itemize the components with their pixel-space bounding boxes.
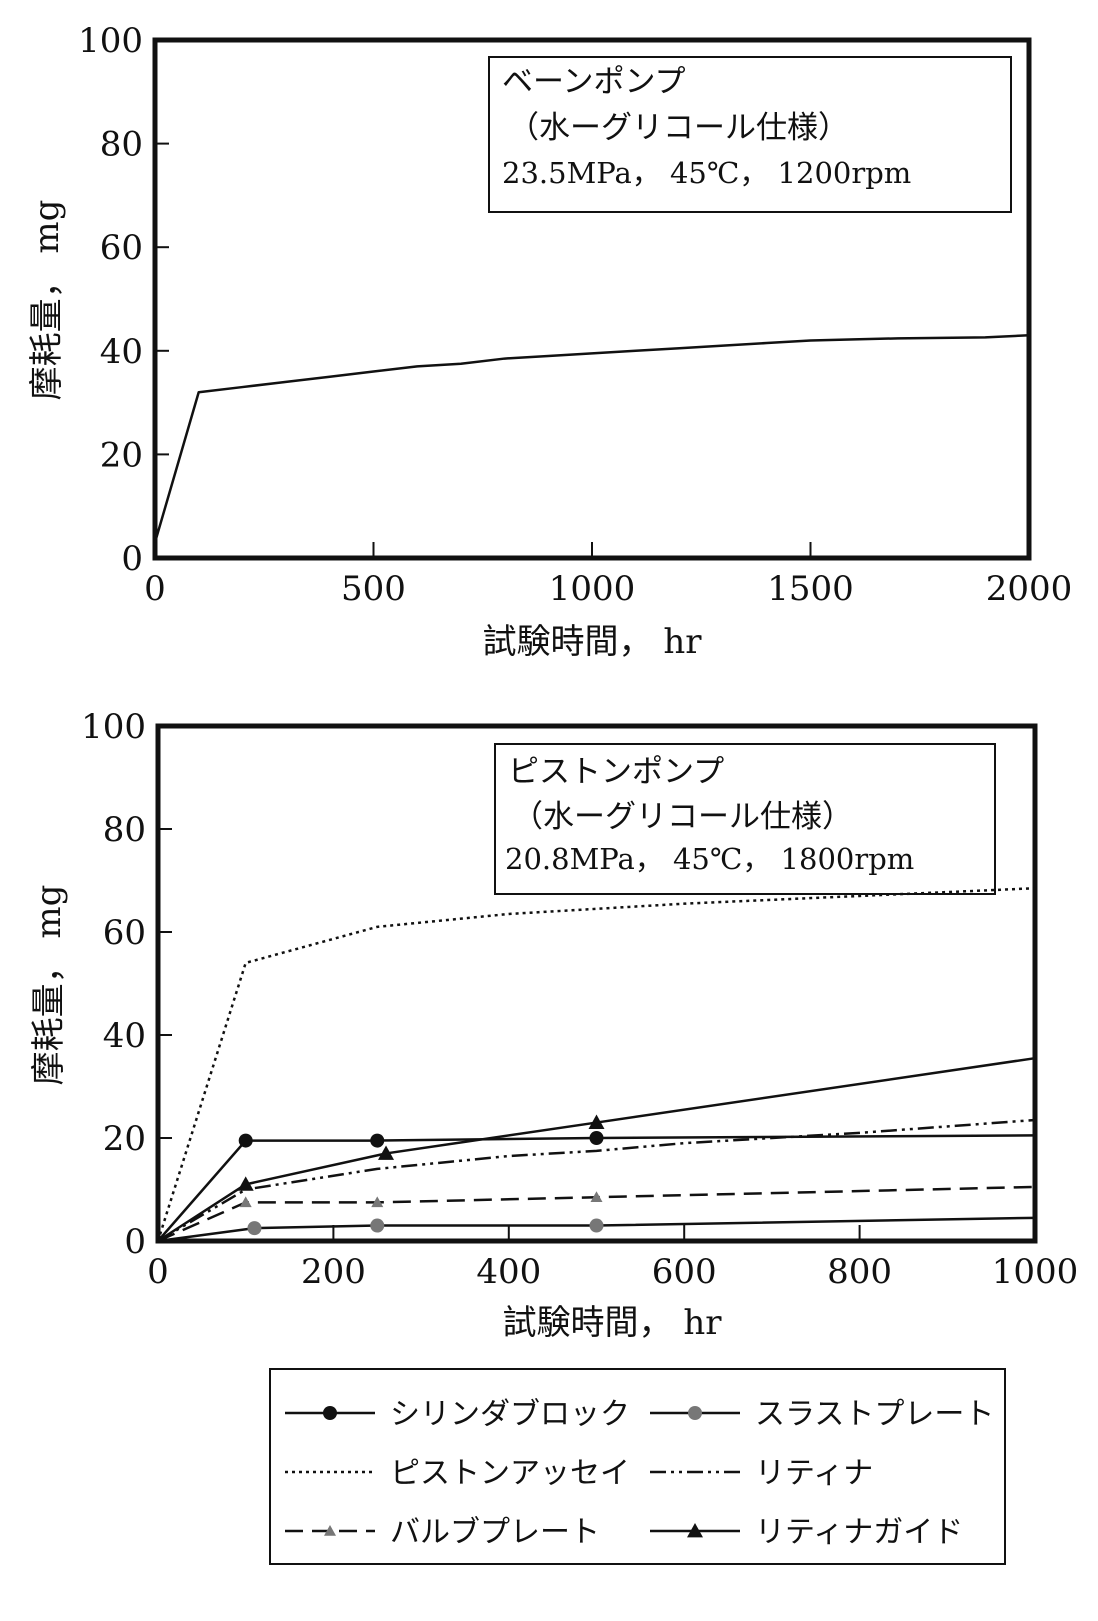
info-box-spec: （水ーグリコール仕様） (512, 799, 853, 835)
x-axis-title: 試験時間， hr (503, 1303, 723, 1343)
y-tick-label: 80 (100, 125, 143, 165)
info-box: ベーンポンプ （水ーグリコール仕様） 23.5MPa， 45℃， 1200rpm (488, 56, 1012, 213)
y-tick-label: 100 (78, 21, 143, 61)
x-tick-label: 500 (341, 569, 406, 609)
x-tick-label: 1500 (767, 569, 854, 609)
y-tick-label: 60 (103, 913, 146, 953)
series-2-point (247, 1221, 262, 1236)
x-tick-label: 800 (827, 1252, 892, 1292)
x-tick-label: 600 (652, 1252, 717, 1292)
series-1-point (370, 1133, 385, 1148)
info-box: ピストンポンプ （水ーグリコール仕様） 20.8MPa， 45℃， 1800rp… (494, 743, 996, 895)
series-6-point (378, 1145, 395, 1160)
legend-label: ピストンアッセイ (390, 1456, 630, 1491)
info-box-title: ピストンポンプ (508, 754, 724, 790)
legend-frame (269, 1368, 1006, 1565)
series-6-point (237, 1176, 254, 1191)
piston-pump-chart: ピストンポンプ （水ーグリコール仕様） 20.8MPa， 45℃， 1800rp… (29, 707, 1078, 1343)
legend-marker (687, 1523, 703, 1538)
series-line-1 (153, 334, 1030, 543)
legend-label: バルブプレート (390, 1515, 600, 1550)
y-tick-label: 60 (100, 228, 143, 268)
y-tick-label: 40 (103, 1016, 146, 1056)
legend-marker (323, 1406, 337, 1420)
y-tick-label: 80 (103, 810, 146, 850)
legend-marker (688, 1406, 702, 1420)
info-box-conditions: 23.5MPa， 45℃， 1200rpm (502, 156, 911, 190)
series-1-point (589, 1131, 604, 1145)
info-box-title: ベーンポンプ (502, 64, 686, 100)
series-line-3 (156, 886, 1036, 1242)
y-axis-title: 摩耗量， mg (27, 200, 67, 401)
info-box-spec: （水ーグリコール仕様） (508, 110, 849, 146)
x-tick-label: 400 (476, 1252, 541, 1292)
y-tick-label: 100 (81, 707, 146, 747)
legend-marker (324, 1525, 336, 1536)
x-tick-label: 1000 (549, 569, 636, 609)
series-2-point (589, 1218, 604, 1233)
y-axis-title: 摩耗量， mg (29, 885, 69, 1086)
x-axis-title: 試験時間， hr (483, 622, 703, 662)
y-tick-label: 40 (100, 332, 143, 372)
info-box-conditions: 20.8MPa， 45℃， 1800rpm (505, 842, 914, 876)
legend-label: リティナ (755, 1456, 873, 1491)
y-tick-label: 20 (100, 435, 143, 475)
x-tick-label: 0 (144, 569, 166, 609)
legend-label: リティナガイド (755, 1515, 963, 1550)
series-1-point (238, 1133, 253, 1148)
y-tick-label: 0 (124, 1222, 146, 1262)
series-5-point (371, 1196, 384, 1208)
x-tick-label: 200 (301, 1252, 366, 1292)
x-tick-label: 2000 (986, 569, 1073, 609)
info-box-frame (488, 56, 1012, 213)
x-tick-label: 1000 (992, 1252, 1079, 1292)
legend-label: シリンダブロック (390, 1397, 630, 1432)
series-5-point (239, 1196, 252, 1208)
y-tick-label: 0 (121, 539, 143, 579)
y-tick-label: 20 (103, 1119, 146, 1159)
info-box-frame (494, 743, 996, 895)
plot-frame (155, 723, 1038, 1244)
x-tick-label: 0 (147, 1252, 169, 1292)
series-6-point (588, 1114, 605, 1129)
series-5-point (590, 1191, 603, 1203)
vane-pump-chart: ベーンポンプ （水ーグリコール仕様） 23.5MPa， 45℃， 1200rpm… (27, 21, 1072, 662)
legend-label: スラストプレート (755, 1397, 994, 1432)
series-2-point (370, 1218, 385, 1233)
series-line-6 (157, 1056, 1036, 1243)
series-line-4 (157, 1118, 1036, 1243)
